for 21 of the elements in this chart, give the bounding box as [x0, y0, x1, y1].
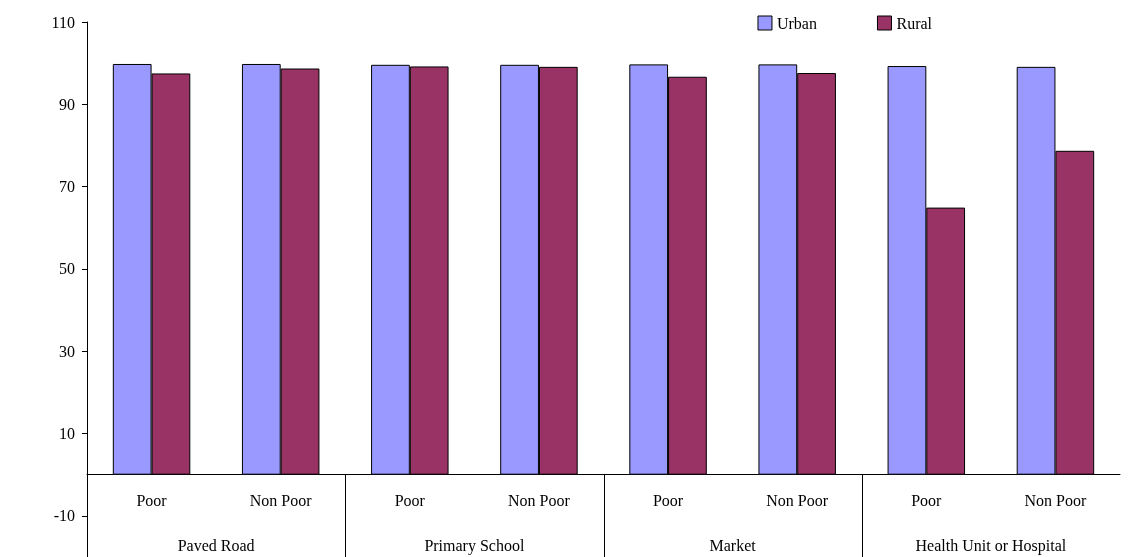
y-tick-label: 10: [59, 425, 75, 443]
y-tick-label: -10: [53, 507, 75, 525]
x-tick-label: Poor: [652, 492, 684, 510]
x-tick-label: Poor: [911, 492, 943, 510]
x-tick-label: Non Poor: [1024, 492, 1087, 510]
x-tick-label: Non Poor: [249, 492, 313, 510]
legend-label: Rural: [896, 14, 933, 32]
y-tick-label: 110: [51, 13, 75, 31]
x-tick-label: Poor: [136, 492, 168, 510]
y-tick-label: 90: [59, 95, 75, 113]
y-tick-label: 50: [59, 260, 75, 278]
legend-label: Urban: [776, 14, 817, 32]
annotation: Primary School: [424, 536, 525, 555]
annotation: Health Unit or Hospital: [915, 536, 1067, 555]
x-tick-label: Poor: [394, 492, 426, 510]
y-tick-label: 30: [59, 342, 75, 360]
annotation: Paved Road: [177, 536, 255, 554]
x-tick-label: Non Poor: [508, 492, 571, 510]
annotation: Market: [709, 536, 757, 554]
x-tick-label: Non Poor: [766, 492, 829, 510]
y-tick-label: 70: [59, 178, 75, 196]
